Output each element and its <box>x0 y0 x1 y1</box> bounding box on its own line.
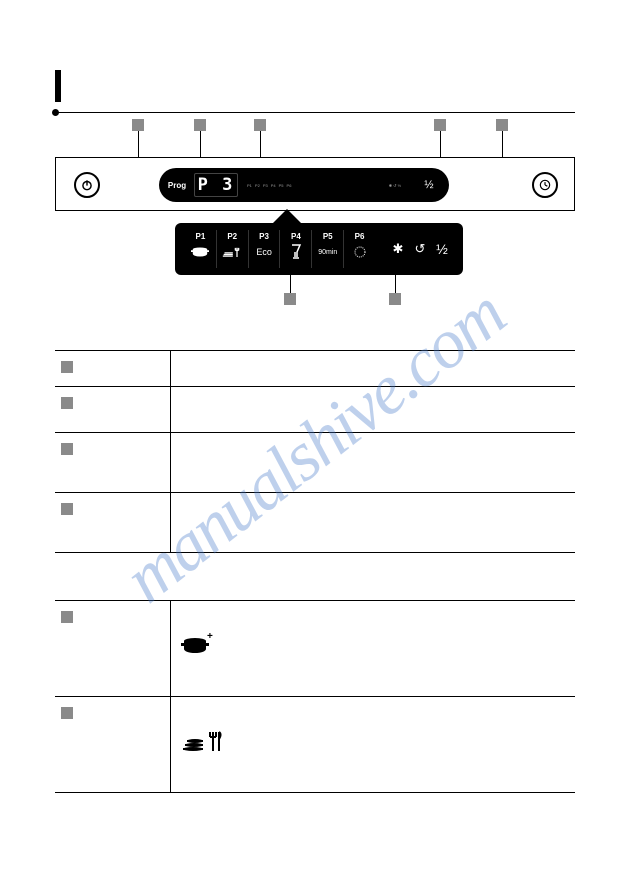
program-label: P3 <box>249 232 280 241</box>
clock-icon <box>538 178 552 192</box>
ninety-min-icon: 90min <box>312 243 343 261</box>
stack-fork-icon <box>181 729 223 753</box>
enlarged-program-strip: P1 P2 P3 Eco P4 P <box>175 223 463 275</box>
page-content: Prog P 3 P1P2P3P4P5P6 ✱ ↺ ½ ½ P1 P2 <box>55 70 575 309</box>
rule-dot <box>52 109 59 116</box>
header-mark <box>55 70 61 102</box>
svg-text:+: + <box>207 633 213 642</box>
spec-table-1 <box>55 350 575 553</box>
row-marker <box>61 503 73 515</box>
row-marker <box>61 397 73 409</box>
table-row <box>55 697 575 793</box>
callout-leader <box>290 275 291 293</box>
table-row <box>55 433 575 493</box>
pot-icon <box>185 243 216 261</box>
program-label: P2 <box>217 232 248 241</box>
power-button[interactable] <box>74 172 100 198</box>
delay-button[interactable] <box>532 172 558 198</box>
row-marker <box>61 611 73 623</box>
rinse-aid-icon: ✱ <box>387 241 409 257</box>
stack-fork-icon <box>217 243 248 261</box>
program-cell: P3 Eco <box>249 230 281 268</box>
callout-square <box>254 119 266 131</box>
table-row <box>55 493 575 553</box>
program-label: P6 <box>344 232 375 241</box>
table-row <box>55 351 575 387</box>
control-panel-diagram: Prog P 3 P1P2P3P4P5P6 ✱ ↺ ½ ½ P1 P2 <box>55 119 575 309</box>
salt-icon: ↺ <box>409 241 431 257</box>
sparkle-icon <box>344 243 375 261</box>
program-cell: P4 <box>280 230 312 268</box>
callout-square <box>389 293 401 305</box>
callout-leader <box>138 131 139 157</box>
callout-square <box>132 119 144 131</box>
callout-leader <box>440 131 441 157</box>
zoom-wedge <box>273 209 301 223</box>
row-marker <box>61 361 73 373</box>
callout-leader <box>502 131 503 157</box>
program-cell: P6 <box>344 230 375 268</box>
program-cell: P5 90min <box>312 230 344 268</box>
callout-square <box>194 119 206 131</box>
callout-square <box>434 119 446 131</box>
program-label: P1 <box>185 232 216 241</box>
callout-leader <box>260 131 261 157</box>
callout-square <box>496 119 508 131</box>
program-cell: P1 <box>185 230 217 268</box>
prog-button[interactable]: Prog <box>164 172 190 198</box>
row-marker <box>61 443 73 455</box>
half-load-button[interactable]: ½ <box>416 172 442 198</box>
half-load-icon: ½ <box>431 241 453 257</box>
program-label: P4 <box>280 232 311 241</box>
glass-icon <box>280 243 311 261</box>
callout-square <box>284 293 296 305</box>
program-display: P 3 <box>194 173 238 197</box>
table-row <box>55 387 575 433</box>
callout-leader <box>395 275 396 293</box>
spec-table-2: + <box>55 600 575 793</box>
program-label: P5 <box>312 232 343 241</box>
eco-icon: Eco <box>249 243 280 261</box>
table-row: + <box>55 601 575 697</box>
rule-line <box>55 112 575 113</box>
callout-leader <box>200 131 201 157</box>
program-cell: P2 <box>217 230 249 268</box>
pot-plus-icon: + <box>181 633 217 657</box>
mini-program-strip: P1P2P3P4P5P6 ✱ ↺ ½ <box>244 174 404 196</box>
panel-frame: Prog P 3 P1P2P3P4P5P6 ✱ ↺ ½ ½ <box>55 157 575 211</box>
power-icon <box>80 178 94 192</box>
row-marker <box>61 707 73 719</box>
